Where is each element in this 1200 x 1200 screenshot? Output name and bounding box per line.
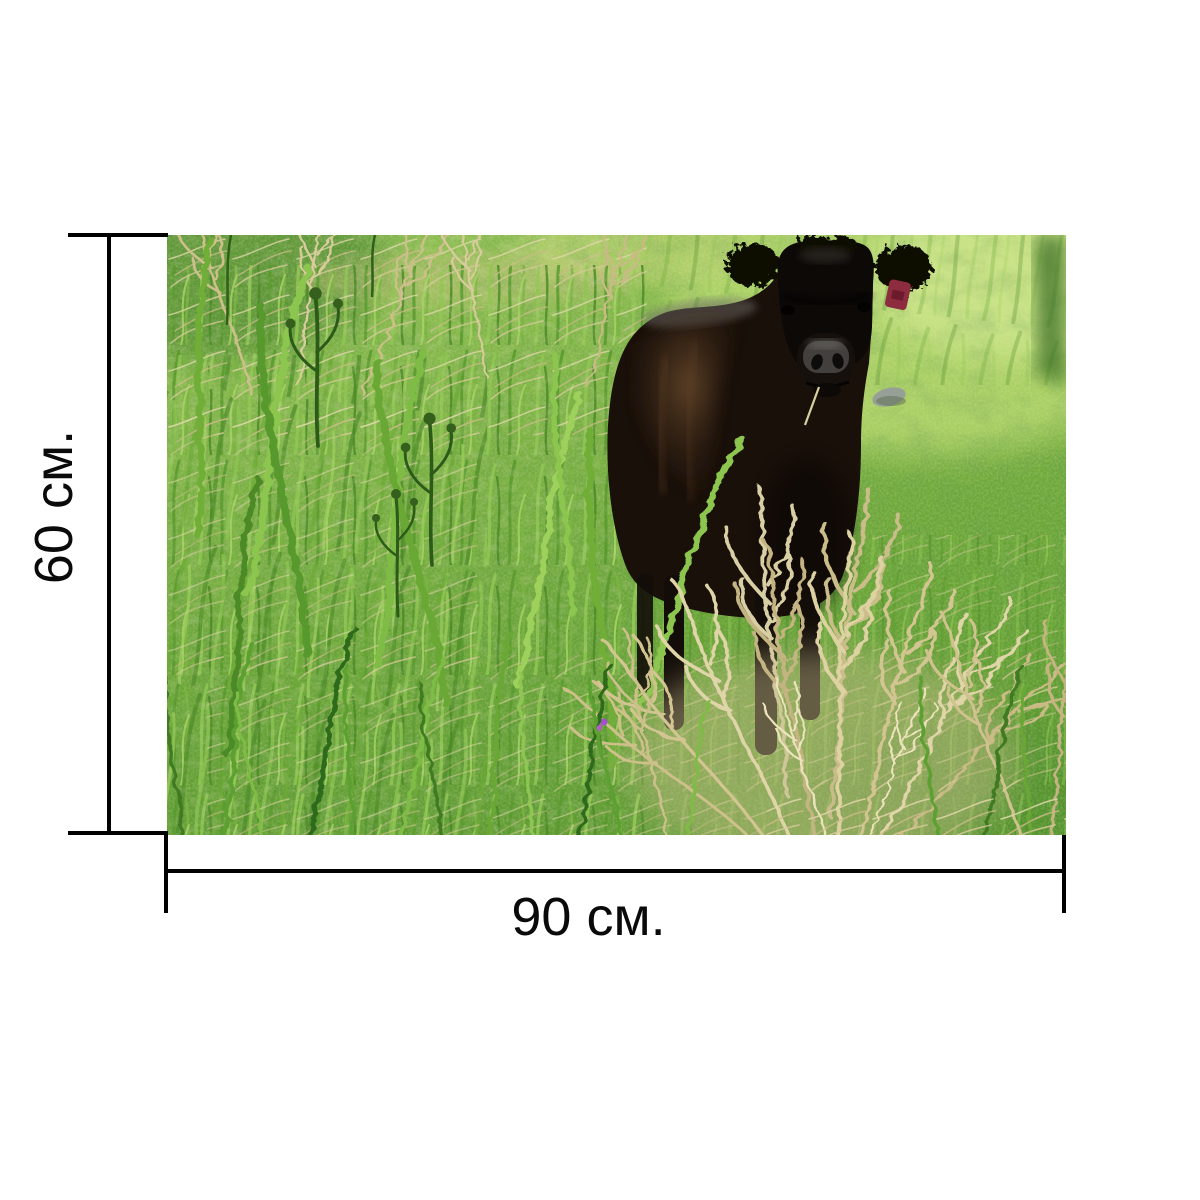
cow-left-ear: [726, 243, 780, 287]
height-dimension-cap-bottom: [68, 831, 168, 835]
height-label-container: 60 см.: [0, 207, 108, 807]
ear-tag: [884, 279, 911, 311]
rock: [872, 387, 906, 407]
height-dimension-line: [107, 235, 111, 833]
cow-left-eye: [781, 305, 795, 315]
cow-right-ear: [875, 245, 933, 291]
width-label-container: 90 см.: [167, 890, 1066, 944]
width-dimension-line: [166, 869, 1064, 873]
cow-head: [777, 235, 874, 426]
cow-right-eye: [857, 302, 871, 312]
height-label: 60 см.: [24, 429, 85, 585]
width-dimension-cap-right: [1062, 835, 1066, 913]
cow-nostril: [811, 354, 823, 370]
foreground-grass: [167, 432, 1066, 835]
dark-weed-right-edge: [1034, 235, 1066, 385]
grass-straw: [803, 386, 821, 426]
pasture-scene: [167, 235, 1066, 835]
height-dimension-cap-top: [68, 233, 168, 237]
width-label: 90 см.: [511, 887, 666, 947]
width-dimension-cap-left: [164, 835, 168, 913]
cow-pasture-photo: [167, 235, 1066, 835]
cow-nostril: [832, 353, 844, 369]
